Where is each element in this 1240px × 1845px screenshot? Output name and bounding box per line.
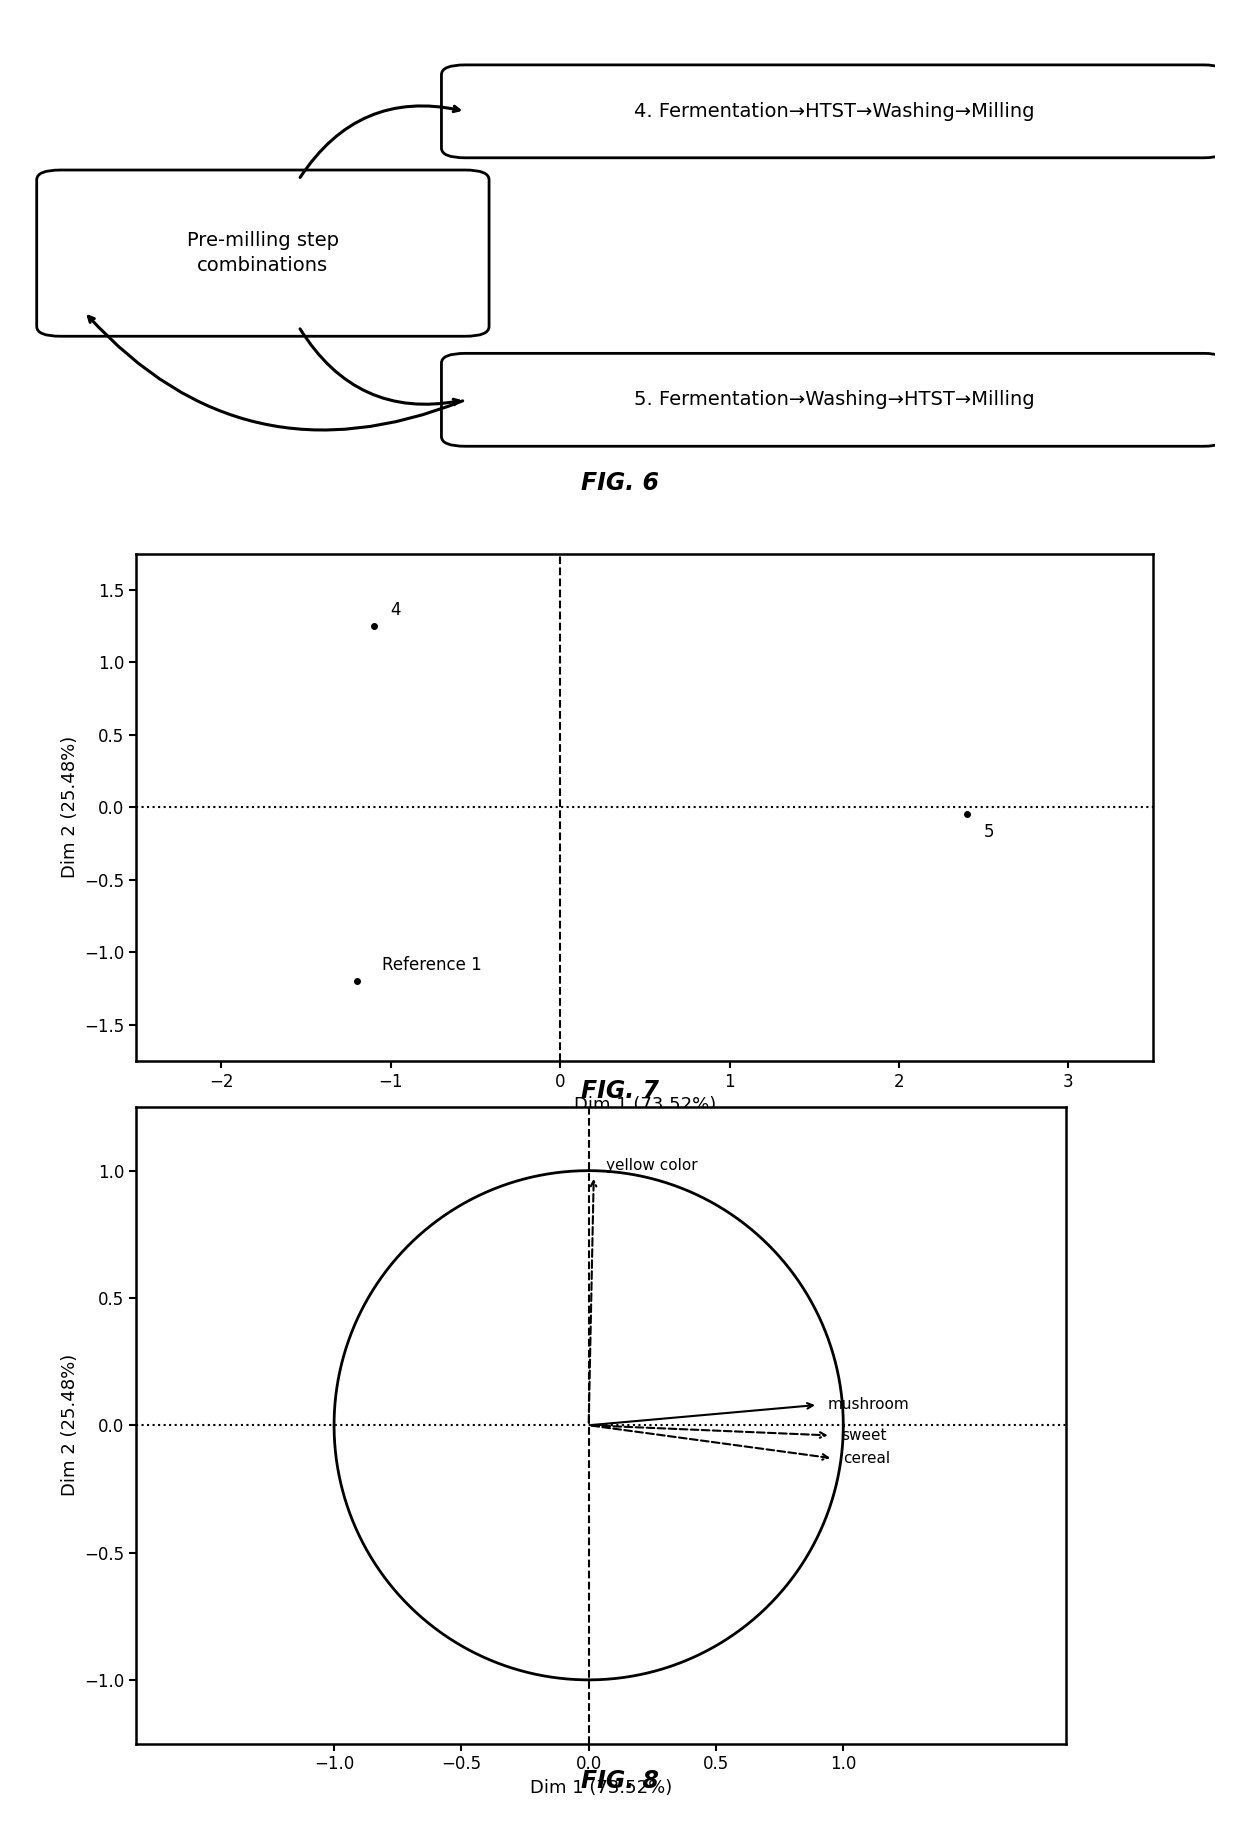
Y-axis label: Dim 2 (25.48%): Dim 2 (25.48%) [61, 736, 79, 878]
Text: yellow color: yellow color [606, 1159, 698, 1173]
Text: 5. Fermentation→Washing→HTST→Milling: 5. Fermentation→Washing→HTST→Milling [634, 391, 1034, 410]
FancyBboxPatch shape [441, 354, 1228, 446]
Text: 5: 5 [983, 823, 994, 841]
Text: 4: 4 [391, 601, 401, 618]
X-axis label: Dim 1 (73.52%): Dim 1 (73.52%) [574, 1096, 715, 1114]
Text: FIG. 7: FIG. 7 [582, 1079, 658, 1103]
Text: FIG. 8: FIG. 8 [582, 1769, 658, 1793]
Text: sweet: sweet [841, 1428, 887, 1443]
Text: cereal: cereal [843, 1450, 890, 1467]
Text: FIG. 6: FIG. 6 [582, 470, 658, 494]
Text: 4. Fermentation→HTST→Washing→Milling: 4. Fermentation→HTST→Washing→Milling [634, 101, 1034, 120]
X-axis label: Dim 1 (73.52%): Dim 1 (73.52%) [531, 1779, 672, 1797]
FancyBboxPatch shape [37, 170, 489, 336]
FancyBboxPatch shape [441, 65, 1228, 159]
Text: Reference 1: Reference 1 [382, 956, 482, 974]
Y-axis label: Dim 2 (25.48%): Dim 2 (25.48%) [61, 1354, 79, 1496]
Text: mushroom: mushroom [828, 1397, 910, 1413]
Text: Pre-milling step
combinations: Pre-milling step combinations [187, 231, 339, 275]
